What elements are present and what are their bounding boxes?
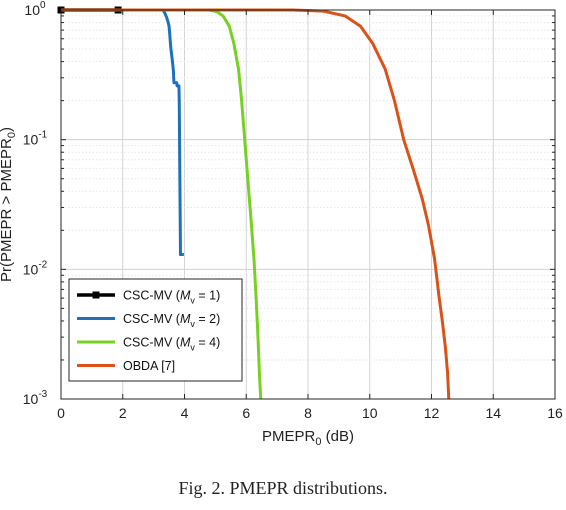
legend-marker xyxy=(93,292,100,299)
x-tick-label: 0 xyxy=(57,405,65,421)
figure-caption: Fig. 2. PMEPR distributions. xyxy=(0,478,566,499)
y-tick-label: 100 xyxy=(24,0,46,18)
x-tick-label: 2 xyxy=(119,405,127,421)
x-tick-label: 16 xyxy=(547,405,563,421)
x-tick-label: 14 xyxy=(485,405,501,421)
x-tick-label: 10 xyxy=(362,405,378,421)
legend-label-4: OBDA [7] xyxy=(123,359,175,373)
x-tick-label: 8 xyxy=(304,405,312,421)
y-axis-label: Pr(PMEPR > PMEPR0) xyxy=(0,127,18,282)
x-axis-label: PMEPR0 (dB) xyxy=(262,428,354,448)
legend: CSC-MV (Mv = 1)CSC-MV (Mv = 2)CSC-MV (Mv… xyxy=(69,279,242,381)
y-tick-label: 10-3 xyxy=(23,389,48,407)
x-tick-label: 12 xyxy=(424,405,440,421)
y-tick-label: 10-1 xyxy=(23,130,48,148)
x-tick-label: 4 xyxy=(181,405,189,421)
pmepr-chart: 0 2 4 6 8 10 12 14 16 100 10-1 10-2 10-3 PMEPR0 (dB)… xyxy=(0,0,566,470)
x-tick-label: 6 xyxy=(242,405,250,421)
y-tick-label: 10-2 xyxy=(23,259,48,277)
